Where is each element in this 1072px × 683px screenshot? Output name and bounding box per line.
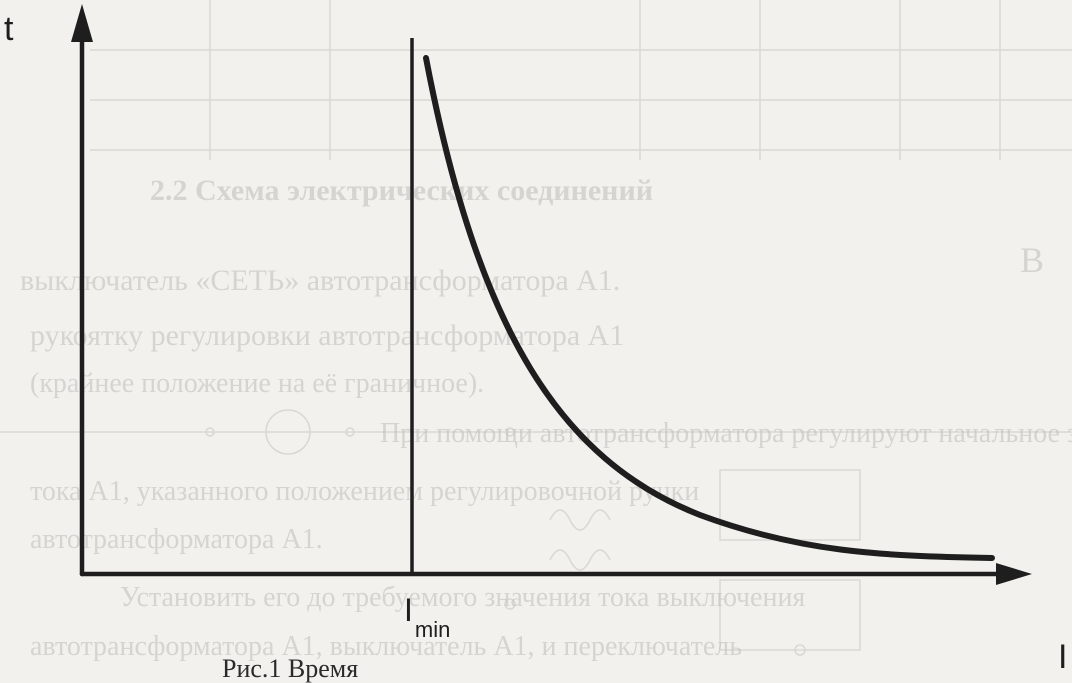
- axes: [79, 37, 1009, 577]
- ghost-line-6: автотрансформатора А1.: [30, 524, 323, 555]
- figure-caption: Рис.1 Время: [222, 654, 359, 683]
- ghost-line-2: рукоятку регулировки автотрансформатора …: [30, 319, 624, 352]
- imin-label: Imin: [404, 592, 450, 641]
- background-bleed-through: 2.2 Схема электрических соединений B вык…: [0, 0, 1072, 662]
- ghost-line-3: (крайнее положение на её граничное).: [30, 368, 484, 399]
- ghost-line-5: тока А1, указанного положением регулиров…: [30, 476, 699, 507]
- imin-label-subscript: min: [414, 617, 451, 642]
- imin-label-main: I: [404, 592, 413, 628]
- x-axis-arrowhead: [996, 563, 1032, 585]
- y-axis-label: t: [4, 10, 14, 48]
- ghost-line-7: Установить его до требуемого значения то…: [120, 582, 805, 613]
- ghost-line-8: автотрансформатора А1, выключатель А1, и…: [30, 631, 742, 662]
- decay-curve: [423, 55, 995, 561]
- ghost-heading: 2.2 Схема электрических соединений: [150, 174, 653, 207]
- x-axis-label: I: [1058, 638, 1068, 676]
- ghost-line-4: При помощи автотрансформатора регулируют…: [380, 418, 1072, 449]
- ghost-side-letter: B: [1020, 240, 1044, 280]
- y-axis-arrowhead: [71, 4, 93, 42]
- ghost-line-1: выключатель «СЕТЬ» автотрансформатора А1…: [20, 264, 620, 297]
